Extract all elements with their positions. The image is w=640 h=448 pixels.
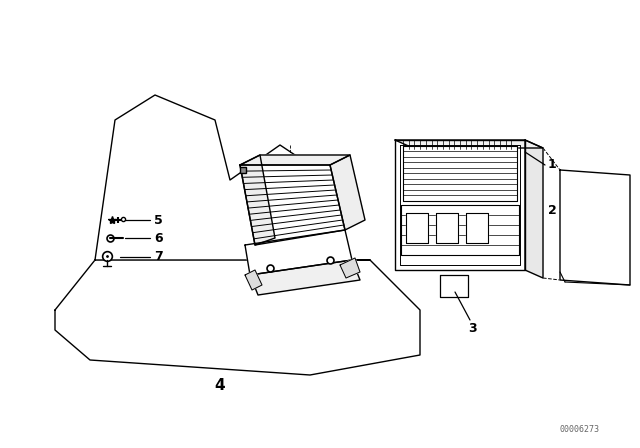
Polygon shape	[440, 275, 468, 297]
Polygon shape	[95, 95, 370, 260]
Polygon shape	[406, 213, 428, 243]
Polygon shape	[436, 213, 458, 243]
Text: 6: 6	[154, 232, 163, 245]
Polygon shape	[245, 230, 352, 275]
Polygon shape	[250, 260, 360, 295]
Text: 2: 2	[548, 203, 557, 216]
Text: 3: 3	[468, 322, 477, 335]
Polygon shape	[560, 170, 630, 285]
Polygon shape	[525, 140, 543, 278]
Polygon shape	[466, 213, 488, 243]
Text: 4: 4	[214, 378, 225, 392]
Polygon shape	[240, 155, 275, 245]
Polygon shape	[340, 258, 360, 278]
Polygon shape	[395, 140, 543, 148]
Text: 7: 7	[154, 250, 163, 263]
Polygon shape	[401, 205, 519, 255]
Text: 1: 1	[548, 159, 557, 172]
Polygon shape	[55, 260, 420, 375]
Text: 5: 5	[154, 214, 163, 227]
Polygon shape	[240, 155, 350, 165]
Text: 00006273: 00006273	[560, 426, 600, 435]
Polygon shape	[330, 155, 365, 230]
Polygon shape	[403, 146, 517, 201]
Polygon shape	[395, 140, 525, 270]
Polygon shape	[400, 145, 520, 265]
Polygon shape	[245, 270, 262, 290]
Polygon shape	[240, 165, 345, 245]
